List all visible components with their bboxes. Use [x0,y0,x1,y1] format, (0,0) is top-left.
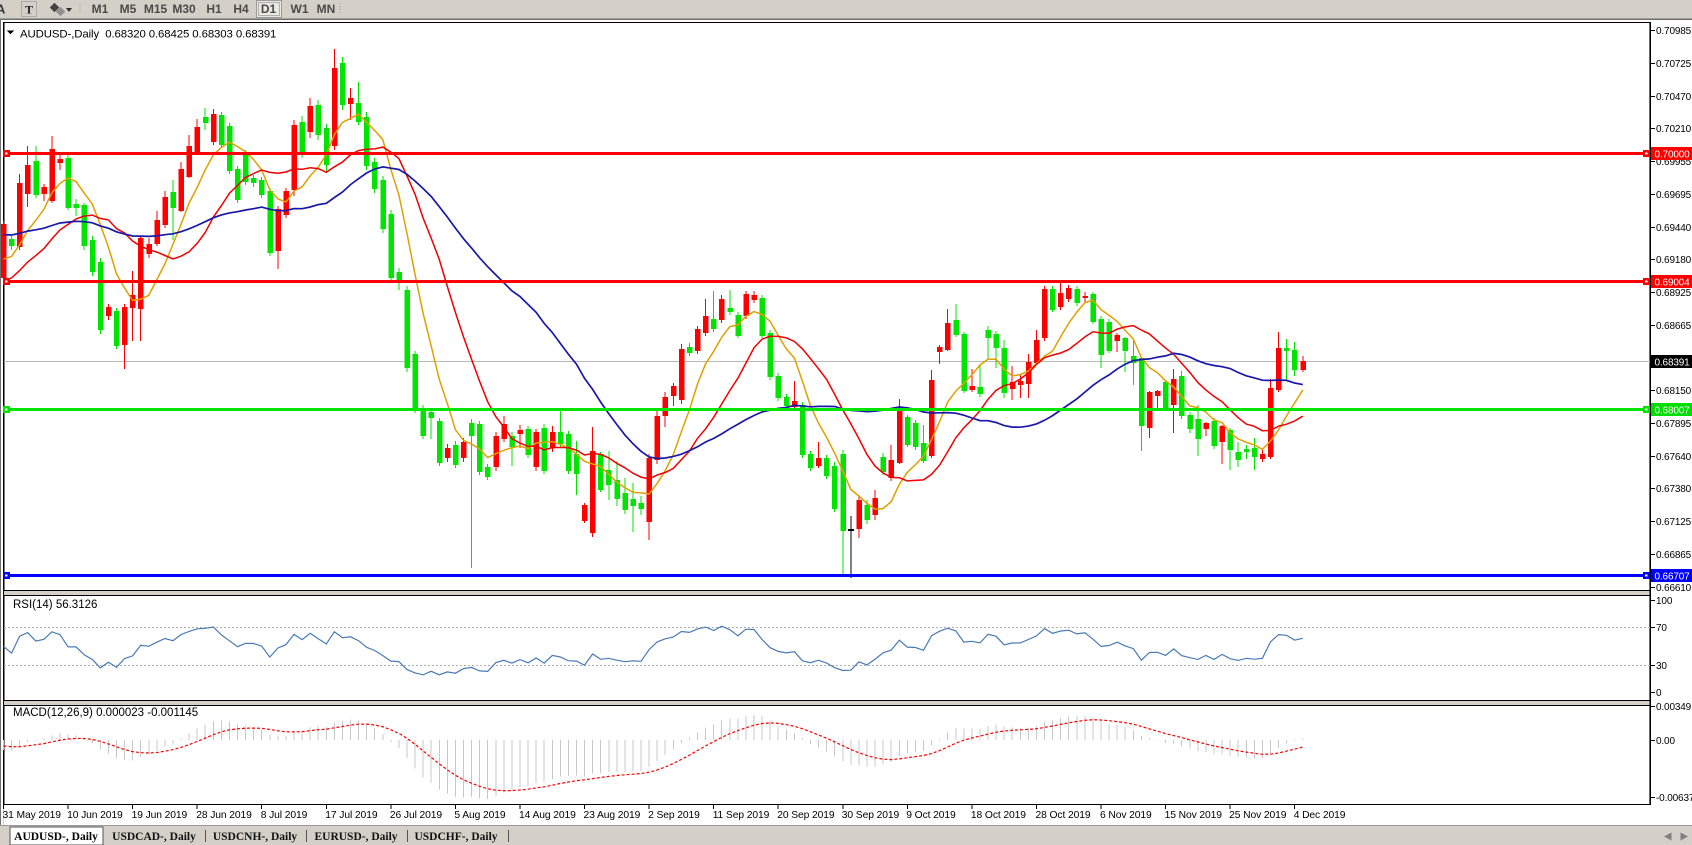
svg-text:2 Sep 2019: 2 Sep 2019 [648,810,700,821]
svg-text:0.70985: 0.70985 [1656,26,1692,37]
svg-text:RSI(14) 56.3126: RSI(14) 56.3126 [13,599,97,611]
svg-text:H1: H1 [206,2,222,16]
svg-text:0.69695: 0.69695 [1656,190,1692,201]
svg-text:23 Aug 2019: 23 Aug 2019 [584,810,641,821]
svg-text:W1: W1 [291,2,309,16]
svg-text:0.67640: 0.67640 [1656,452,1692,463]
svg-text:0.70000: 0.70000 [1655,149,1691,160]
svg-text:11 Sep 2019: 11 Sep 2019 [713,810,770,821]
svg-text:0.67380: 0.67380 [1656,484,1692,495]
svg-text:15 Nov 2019: 15 Nov 2019 [1165,810,1223,821]
svg-text:17 Jul 2019: 17 Jul 2019 [325,810,378,821]
svg-text:-0.00637: -0.00637 [1656,793,1692,804]
svg-text:0.70470: 0.70470 [1656,92,1692,103]
svg-text:0.70725: 0.70725 [1656,59,1692,70]
svg-text:0.69180: 0.69180 [1656,255,1692,266]
svg-text:18 Oct 2019: 18 Oct 2019 [971,810,1026,821]
svg-text:30 Sep 2019: 30 Sep 2019 [842,810,900,821]
svg-text:0.68665: 0.68665 [1656,321,1692,332]
svg-text:H4: H4 [233,2,249,16]
svg-text:0.00349: 0.00349 [1656,702,1692,713]
svg-text:28 Jun 2019: 28 Jun 2019 [196,810,252,821]
svg-text:D1: D1 [261,2,277,16]
svg-text:USDCNH-, Daily: USDCNH-, Daily [213,831,298,843]
svg-text:0.67895: 0.67895 [1656,419,1692,430]
svg-text:25 Nov 2019: 25 Nov 2019 [1229,810,1287,821]
svg-text:19 Jun 2019: 19 Jun 2019 [132,810,188,821]
svg-text:0.67125: 0.67125 [1656,517,1692,528]
svg-text:0.68007: 0.68007 [1655,405,1691,416]
svg-text:USDCHF-, Daily: USDCHF-, Daily [414,831,497,843]
svg-text:26 Jul 2019: 26 Jul 2019 [390,810,443,821]
svg-text:AUDUSD-, Daily: AUDUSD-, Daily [14,831,98,843]
svg-text:M30: M30 [172,2,196,16]
svg-text:8 Jul 2019: 8 Jul 2019 [261,810,308,821]
svg-text:0.69955: 0.69955 [1656,157,1692,168]
svg-text:10 Jun 2019: 10 Jun 2019 [67,810,123,821]
svg-text:T: T [25,3,33,17]
svg-text:100: 100 [1656,596,1673,607]
svg-text:0.69004: 0.69004 [1655,277,1691,288]
svg-text:0.66865: 0.66865 [1656,550,1692,561]
svg-text:0.66707: 0.66707 [1655,571,1691,582]
svg-text:0.68150: 0.68150 [1656,386,1692,397]
svg-text:M1: M1 [92,2,109,16]
svg-text:0: 0 [1656,688,1662,699]
svg-text:AUDUSD-,Daily 0.68320 0.68425: AUDUSD-,Daily 0.68320 0.68425 0.68303 0.… [20,29,276,41]
svg-text:MN: MN [317,2,336,16]
svg-text:USDCAD-, Daily: USDCAD-, Daily [112,831,196,843]
svg-text:0.68391: 0.68391 [1655,357,1691,368]
svg-text:5 Aug 2019: 5 Aug 2019 [454,810,505,821]
svg-text:0.66610: 0.66610 [1656,583,1692,594]
svg-text:4 Dec 2019: 4 Dec 2019 [1294,810,1346,821]
svg-text:0.69440: 0.69440 [1656,223,1692,234]
svg-text:9 Oct 2019: 9 Oct 2019 [906,810,956,821]
svg-text:0.68925: 0.68925 [1656,288,1692,299]
svg-text:EURUSD-, Daily: EURUSD-, Daily [314,831,397,843]
svg-text:MACD(12,26,9) 0.000023 -0.0011: MACD(12,26,9) 0.000023 -0.001145 [13,707,198,719]
svg-text:0.70210: 0.70210 [1656,124,1692,135]
svg-text:A: A [0,2,6,17]
svg-text:20 Sep 2019: 20 Sep 2019 [777,810,835,821]
svg-text:28 Oct 2019: 28 Oct 2019 [1036,810,1091,821]
svg-text:31 May 2019: 31 May 2019 [3,810,62,821]
svg-text:0.00: 0.00 [1656,736,1675,747]
svg-text:M5: M5 [120,2,137,16]
svg-text:30: 30 [1656,661,1667,672]
svg-text:M15: M15 [144,2,168,16]
svg-text:70: 70 [1656,623,1667,634]
svg-text:14 Aug 2019: 14 Aug 2019 [519,810,576,821]
svg-text:6 Nov 2019: 6 Nov 2019 [1100,810,1152,821]
